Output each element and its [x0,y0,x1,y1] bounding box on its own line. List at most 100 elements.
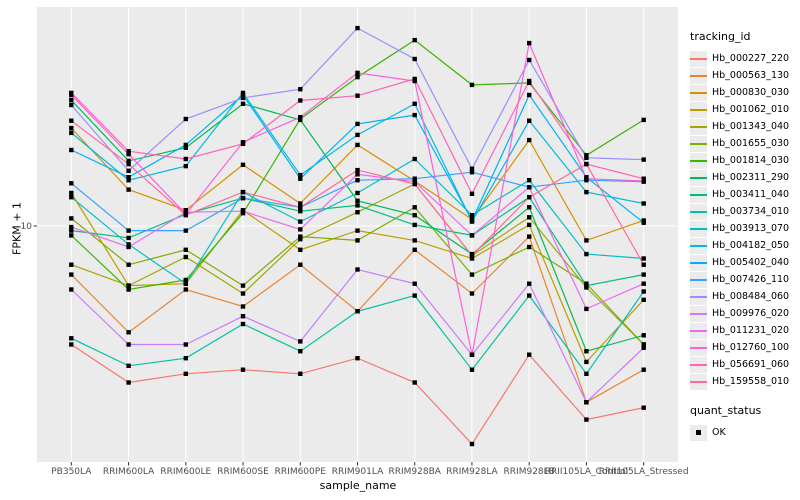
legend-item: Hb_009976_020 [690,305,798,322]
data-point [412,76,417,82]
data-point [69,336,74,341]
data-point [355,121,360,127]
legend-item: Hb_056691_060 [690,356,798,373]
legend-quant-status: quant_status OK [690,404,798,441]
data-point [298,115,303,120]
data-point [355,198,360,203]
data-point [469,170,475,175]
data-point [412,238,417,243]
data-point [69,233,74,238]
legend-key [690,237,707,254]
data-point [355,228,360,233]
legend-item-label: Hb_001655_030 [712,138,790,149]
legend-key [690,305,707,322]
data-point [641,281,646,286]
data-point [355,132,360,138]
data-point [641,289,646,294]
data-point [469,166,475,171]
data-point [355,93,360,98]
data-point [183,254,188,260]
data-point [183,145,188,150]
data-point [240,195,246,201]
data-point [584,283,589,288]
legend-key [690,84,707,101]
legend-item: Hb_000227_220 [690,50,798,67]
data-point [69,216,74,221]
legend-item-label: OK [712,427,726,438]
data-point [527,92,532,98]
legend-item-label: Hb_004182_050 [712,240,790,251]
x-tick-label: RRIM928BA [388,467,441,477]
data-point [126,242,131,247]
data-point [126,283,131,288]
legend-item-label: Hb_001343_040 [712,121,790,132]
data-point [412,205,417,210]
data-point [641,297,646,302]
data-point [240,367,246,372]
data-point [69,190,74,196]
legend-key [690,322,707,339]
data-point [412,156,417,162]
series-color-line-icon [690,312,707,315]
x-tick-label: RRIM928LB [503,467,555,477]
data-point [355,356,360,361]
legend-key [690,254,707,271]
legend-item: Hb_003734_010 [690,203,798,220]
data-point [126,228,131,233]
data-point [527,352,532,357]
series-color-line-icon [690,329,707,332]
data-point [298,262,303,267]
data-point [183,356,188,361]
y-tick-label: 10 [20,222,32,232]
data-point [412,222,417,228]
legend-key [690,67,707,84]
data-point [69,342,74,347]
legend-item-label: Hb_001814_030 [712,155,790,166]
ok-point-icon [696,429,701,435]
legend-item: Hb_003913_070 [690,220,798,237]
data-point [240,92,246,98]
legend-item: Hb_011231_020 [690,322,798,339]
data-point [469,213,475,218]
data-point [126,175,131,180]
legend-tracking-entries: Hb_000227_220 Hb_000563_130 Hb_000830_030 H… [690,50,798,390]
data-point [412,112,417,118]
data-point [469,441,475,447]
data-point [298,339,303,344]
data-point [584,371,589,376]
legend-item: Hb_000830_030 [690,84,798,101]
data-point [298,349,303,354]
data-point [69,147,74,153]
legend-item: Hb_002311_290 [690,169,798,186]
data-point [126,262,131,267]
data-point [298,219,303,224]
data-point [584,176,589,181]
data-point [469,253,475,258]
data-point [641,256,646,261]
data-point [69,181,74,186]
data-point [412,56,417,62]
legend-item-label: Hb_007426_110 [712,274,790,285]
legend-panel: tracking_id Hb_000227_220 Hb_000563_130 Hb… [690,30,798,441]
data-point [469,218,475,223]
data-point [527,222,532,228]
data-point [183,228,188,233]
legend-item-label: Hb_003411_040 [712,189,790,200]
legend-item: Hb_003411_040 [690,186,798,203]
series-color-line-icon [690,346,707,349]
data-point [527,185,532,190]
data-point [69,262,74,267]
data-point [527,137,532,143]
data-point [641,157,646,162]
data-point [126,158,131,164]
legend-item-label: Hb_009976_020 [712,308,790,319]
data-point [469,367,475,372]
x-tick-label: RRIM600LA [102,467,155,477]
data-point [355,267,360,272]
x-tick-label: RRIM600SE [217,467,269,477]
legend-item-quant-ok: OK [690,424,798,441]
data-point [527,118,532,123]
legend-item: Hb_007426_110 [690,271,798,288]
data-point [641,220,646,225]
data-point [584,238,589,243]
